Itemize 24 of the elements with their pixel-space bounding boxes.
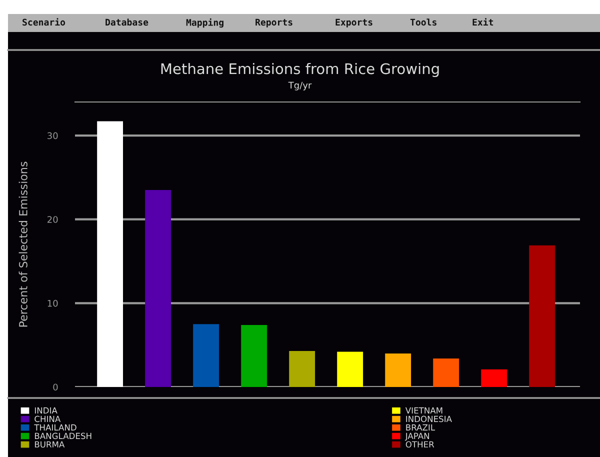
- text: Exit: [472, 18, 494, 26]
- text: Tools: [410, 18, 436, 26]
- y-tick-label: 0: [53, 384, 58, 391]
- text: Mapping: [186, 18, 224, 28]
- legend-label: BANGLADESH: [34, 432, 92, 440]
- chart-subtitle: Tg/yr: [288, 82, 312, 90]
- legend-label: BRAZIL: [406, 424, 436, 430]
- legend-label: INDONESIA: [406, 416, 452, 422]
- legend-label: VIETNAM: [405, 407, 442, 414]
- text: Database: [106, 18, 148, 26]
- text: Exports: [336, 18, 372, 28]
- y-tick-label: 10: [48, 300, 58, 307]
- y-axis-title: Percent of Selected Emissions: [18, 162, 28, 327]
- legend-label: THAILAND: [34, 424, 76, 430]
- chart-title: Methane Emissions from Rice Growing: [161, 62, 439, 78]
- text: Scenario: [22, 18, 66, 26]
- text: Reports: [256, 18, 292, 28]
- legend-label: JAPAN: [404, 432, 430, 441]
- legend-label: INDIA: [34, 407, 58, 414]
- legend-label: CHINA: [34, 416, 61, 422]
- legend-label: BURMA: [34, 441, 65, 448]
- y-tick-label: 30: [48, 132, 58, 140]
- legend-label: OTHER: [406, 441, 434, 448]
- y-tick-label: 20: [48, 216, 58, 223]
